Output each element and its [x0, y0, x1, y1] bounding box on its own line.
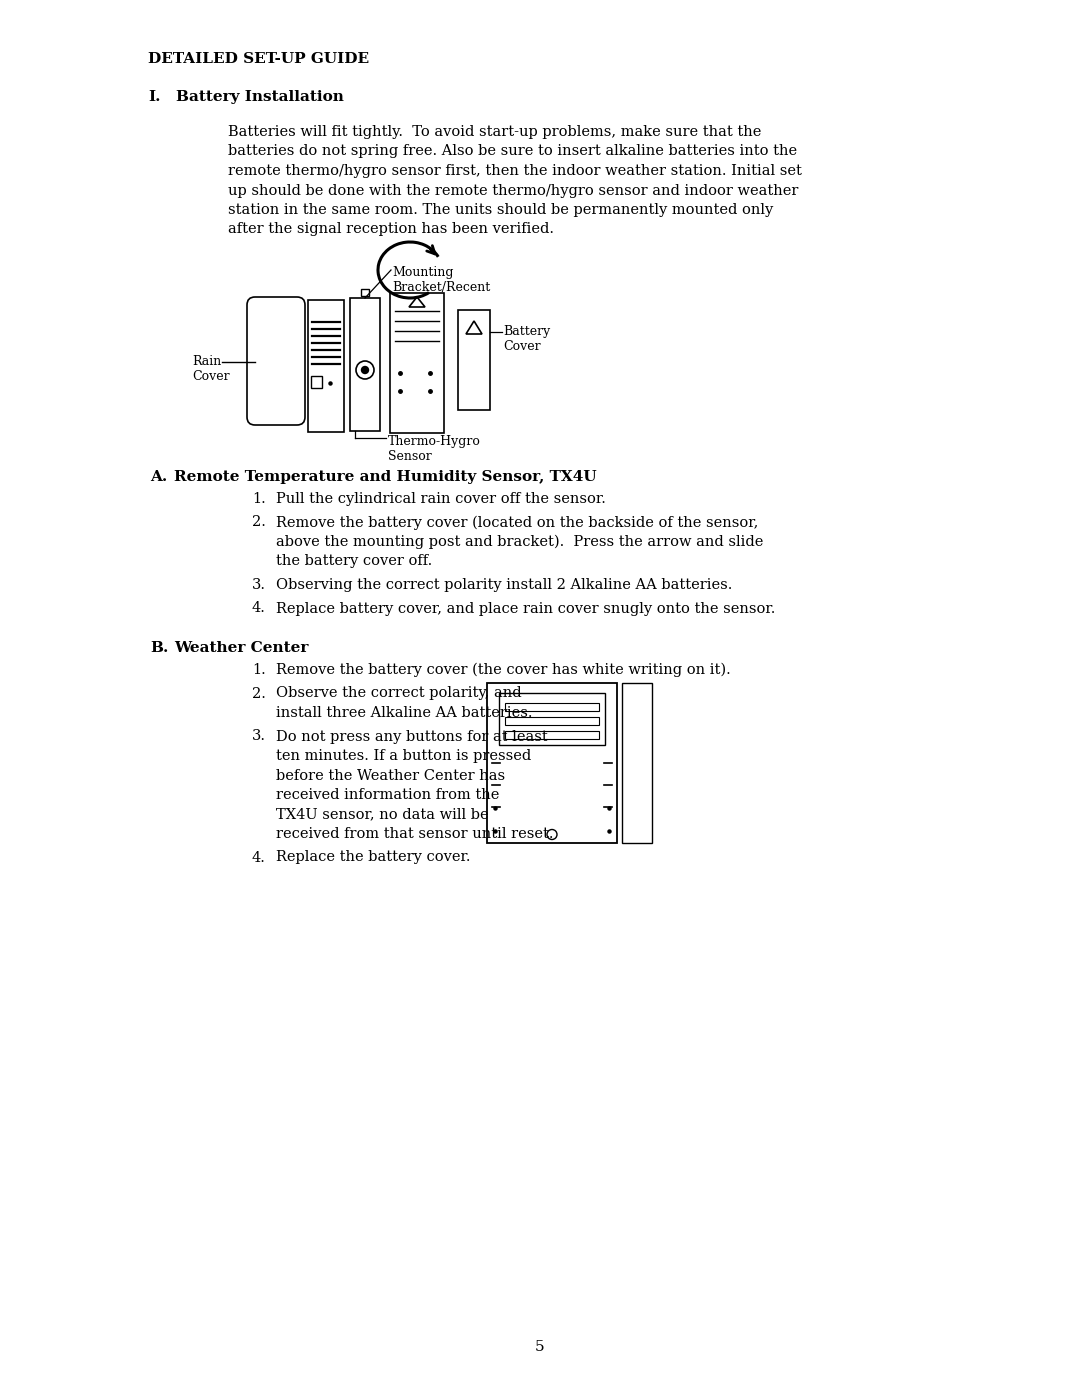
- Text: 2.: 2.: [252, 515, 266, 529]
- Text: Battery Installation: Battery Installation: [176, 89, 343, 103]
- Circle shape: [362, 366, 368, 373]
- Text: B.: B.: [150, 641, 168, 655]
- Text: Batteries will fit tightly.  To avoid start-up problems, make sure that the: Batteries will fit tightly. To avoid sta…: [228, 124, 761, 138]
- Text: 1.: 1.: [252, 664, 266, 678]
- Bar: [499, 693, 605, 745]
- Bar: [350, 298, 380, 432]
- Text: above the mounting post and bracket).  Press the arrow and slide: above the mounting post and bracket). Pr…: [276, 535, 764, 549]
- Text: Replace battery cover, and place rain cover snugly onto the sensor.: Replace battery cover, and place rain co…: [276, 602, 775, 616]
- Text: A.: A.: [150, 469, 167, 483]
- Text: Rain
Cover: Rain Cover: [192, 355, 230, 383]
- Text: Pull the cylindrical rain cover off the sensor.: Pull the cylindrical rain cover off the …: [276, 492, 606, 506]
- Bar: [622, 683, 652, 842]
- Text: received information from the: received information from the: [276, 788, 499, 802]
- Text: Remote Temperature and Humidity Sensor, TX4U: Remote Temperature and Humidity Sensor, …: [174, 469, 596, 483]
- Text: station in the same room. The units should be permanently mounted only: station in the same room. The units shou…: [228, 203, 773, 217]
- Text: Observe the correct polarity, and: Observe the correct polarity, and: [276, 686, 522, 700]
- Bar: [361, 289, 369, 296]
- Bar: [487, 683, 617, 842]
- Text: TX4U sensor, no data will be: TX4U sensor, no data will be: [276, 807, 488, 821]
- Text: received from that sensor until reset.: received from that sensor until reset.: [276, 827, 554, 841]
- Text: 5: 5: [536, 1340, 544, 1354]
- Text: Remove the battery cover (the cover has white writing on it).: Remove the battery cover (the cover has …: [276, 664, 731, 678]
- Text: install three Alkaline AA batteries.: install three Alkaline AA batteries.: [276, 705, 532, 719]
- Text: after the signal reception has been verified.: after the signal reception has been veri…: [228, 222, 554, 236]
- Bar: [390, 293, 444, 433]
- Text: Thermo-Hygro
Sensor: Thermo-Hygro Sensor: [388, 434, 481, 462]
- Text: 3.: 3.: [252, 578, 266, 592]
- Text: Replace the battery cover.: Replace the battery cover.: [276, 851, 471, 865]
- Text: Mounting
Bracket/Recent: Mounting Bracket/Recent: [392, 265, 490, 293]
- Text: Weather Center: Weather Center: [174, 641, 309, 655]
- Text: before the Weather Center has: before the Weather Center has: [276, 768, 505, 782]
- Text: DETAILED SET-UP GUIDE: DETAILED SET-UP GUIDE: [148, 52, 369, 66]
- Text: 4.: 4.: [252, 602, 266, 616]
- Text: 2.: 2.: [252, 686, 266, 700]
- Text: up should be done with the remote thermo/hygro sensor and indoor weather: up should be done with the remote thermo…: [228, 183, 798, 197]
- Text: Remove the battery cover (located on the backside of the sensor,: Remove the battery cover (located on the…: [276, 515, 758, 529]
- Text: batteries do not spring free. Also be sure to insert alkaline batteries into the: batteries do not spring free. Also be su…: [228, 144, 797, 158]
- Text: 1.: 1.: [252, 492, 266, 506]
- Text: Do not press any buttons for at least: Do not press any buttons for at least: [276, 729, 548, 743]
- Text: Observing the correct polarity install 2 Alkaline AA batteries.: Observing the correct polarity install 2…: [276, 578, 732, 592]
- Text: ten minutes. If a button is pressed: ten minutes. If a button is pressed: [276, 749, 531, 763]
- Text: 4.: 4.: [252, 851, 266, 865]
- Bar: [458, 310, 490, 409]
- Text: 3.: 3.: [252, 729, 266, 743]
- Bar: [505, 703, 599, 711]
- Bar: [311, 376, 322, 388]
- Bar: [505, 731, 599, 739]
- Text: remote thermo/hygro sensor first, then the indoor weather station. Initial set: remote thermo/hygro sensor first, then t…: [228, 163, 801, 177]
- Bar: [505, 717, 599, 725]
- Text: Battery
Cover: Battery Cover: [503, 326, 550, 353]
- Text: the battery cover off.: the battery cover off.: [276, 555, 432, 569]
- Text: I.: I.: [148, 89, 161, 103]
- Bar: [308, 300, 345, 432]
